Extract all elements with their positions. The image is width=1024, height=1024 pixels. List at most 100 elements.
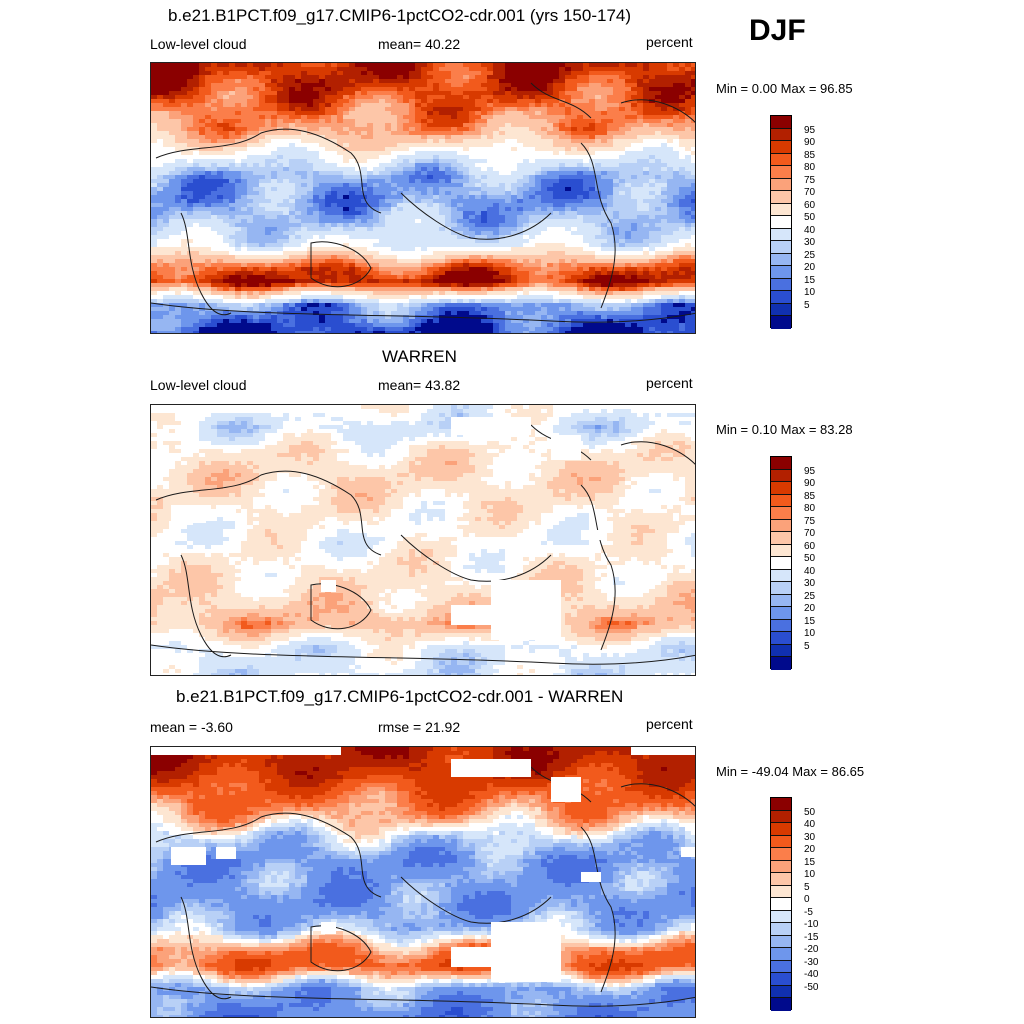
colorbar-tick-label: 50 <box>804 212 816 224</box>
panel-1-mean-label: mean= 40.22 <box>378 36 461 52</box>
colorbar-tick-label: 5 <box>804 640 810 652</box>
colorbar-tick-label: 90 <box>804 478 816 490</box>
panel-2-units-label: percent <box>646 375 693 391</box>
colorbar-tick-label: 50 <box>804 806 816 818</box>
panel-3-colorbar <box>770 797 792 1011</box>
colorbar-swatch <box>771 935 791 949</box>
colorbar-tick-label: 5 <box>804 881 810 893</box>
colorbar-swatch <box>771 835 791 849</box>
colorbar-swatch <box>771 582 791 595</box>
panel-3-map <box>150 746 696 1018</box>
colorbar-swatch <box>771 216 791 229</box>
panel-3-mean-label: mean = -3.60 <box>150 719 233 735</box>
colorbar-tick-label: 70 <box>804 187 816 199</box>
colorbar-swatch <box>771 153 791 167</box>
colorbar-swatch <box>771 885 791 899</box>
colorbar-tick-label: 40 <box>804 819 816 831</box>
panel-1-minmax: Min = 0.00 Max = 96.85 <box>716 81 853 96</box>
colorbar-tick-label: 10 <box>804 628 816 640</box>
colorbar-tick-label: 15 <box>804 856 816 868</box>
colorbar-swatch <box>771 657 791 670</box>
colorbar-tick-label: 80 <box>804 162 816 174</box>
panel-1-map <box>150 62 696 334</box>
colorbar-tick-label: 30 <box>804 578 816 590</box>
colorbar-tick-label: 10 <box>804 287 816 299</box>
colorbar-swatch <box>771 557 791 570</box>
colorbar-swatch <box>771 203 791 217</box>
colorbar-tick-label: 0 <box>804 894 810 906</box>
colorbar-tick-label: 75 <box>804 174 816 186</box>
colorbar-swatch <box>771 798 791 811</box>
colorbar-swatch <box>771 253 791 267</box>
colorbar-tick-label: -5 <box>804 906 813 918</box>
colorbar-swatch <box>771 469 791 483</box>
colorbar-swatch <box>771 482 791 495</box>
colorbar-tick-label: 85 <box>804 490 816 502</box>
panel-3-rmse-label: rmse = 21.92 <box>378 719 461 735</box>
colorbar-swatch <box>771 848 791 861</box>
panel-2-title: WARREN <box>382 347 457 366</box>
panel-2-map <box>150 404 696 676</box>
colorbar-tick-label: 95 <box>804 465 816 477</box>
colorbar-swatch <box>771 532 791 545</box>
colorbar-swatch <box>771 178 791 192</box>
colorbar-swatch <box>771 998 791 1011</box>
colorbar-swatch <box>771 985 791 999</box>
colorbar-tick-label: 30 <box>804 237 816 249</box>
colorbar-swatch <box>771 860 791 874</box>
panel-2-mean-label: mean= 43.82 <box>378 377 461 393</box>
colorbar-tick-label: 50 <box>804 553 816 565</box>
colorbar-tick-label: 40 <box>804 565 816 577</box>
colorbar-swatch <box>771 619 791 633</box>
panel-2-field <box>151 405 695 675</box>
colorbar-tick-label: 40 <box>804 224 816 236</box>
colorbar-tick-label: 85 <box>804 149 816 161</box>
colorbar-tick-label: -10 <box>804 919 819 931</box>
colorbar-tick-label: 15 <box>804 615 816 627</box>
colorbar-swatch <box>771 316 791 329</box>
colorbar-swatch <box>771 810 791 824</box>
colorbar-tick-label: 10 <box>804 869 816 881</box>
colorbar-swatch <box>771 960 791 974</box>
panel-1-field <box>151 63 695 333</box>
colorbar-swatch <box>771 923 791 936</box>
colorbar-tick-label: 15 <box>804 274 816 286</box>
colorbar-tick-label: 80 <box>804 503 816 515</box>
colorbar-tick-label: 75 <box>804 515 816 527</box>
colorbar-swatch <box>771 873 791 886</box>
colorbar-swatch <box>771 494 791 508</box>
panel-3-title: b.e21.B1PCT.f09_g17.CMIP6-1pctCO2-cdr.00… <box>176 687 624 706</box>
colorbar-swatch <box>771 241 791 254</box>
colorbar-tick-label: -50 <box>804 981 819 993</box>
panel-1-variable-label: Low-level cloud <box>150 36 247 52</box>
colorbar-swatch <box>771 128 791 142</box>
colorbar-tick-label: 95 <box>804 124 816 136</box>
colorbar-swatch <box>771 632 791 645</box>
colorbar-swatch <box>771 569 791 583</box>
colorbar-swatch <box>771 544 791 558</box>
colorbar-swatch <box>771 973 791 986</box>
colorbar-swatch <box>771 291 791 304</box>
season-label: DJF <box>749 14 806 47</box>
colorbar-tick-label: 60 <box>804 199 816 211</box>
colorbar-tick-label: 30 <box>804 831 816 843</box>
colorbar-tick-label: 20 <box>804 262 816 274</box>
colorbar-swatch <box>771 116 791 129</box>
colorbar-swatch <box>771 594 791 608</box>
colorbar-tick-label: -40 <box>804 969 819 981</box>
colorbar-swatch <box>771 910 791 924</box>
colorbar-tick-label: 60 <box>804 540 816 552</box>
panel-1-colorbar <box>770 115 792 329</box>
colorbar-swatch <box>771 607 791 620</box>
colorbar-tick-label: -20 <box>804 944 819 956</box>
colorbar-swatch <box>771 948 791 961</box>
colorbar-tick-label: 25 <box>804 590 816 602</box>
colorbar-swatch <box>771 191 791 204</box>
colorbar-swatch <box>771 644 791 658</box>
colorbar-swatch <box>771 457 791 470</box>
colorbar-swatch <box>771 166 791 179</box>
colorbar-swatch <box>771 228 791 242</box>
colorbar-tick-label: -15 <box>804 931 819 943</box>
colorbar-tick-label: 25 <box>804 249 816 261</box>
panel-2-minmax: Min = 0.10 Max = 83.28 <box>716 422 853 437</box>
